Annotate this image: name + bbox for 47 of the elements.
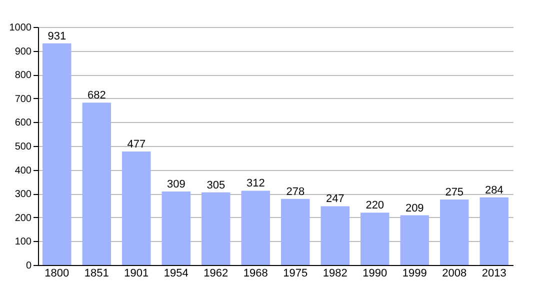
x-tick-label: 1982 xyxy=(322,268,348,280)
x-tick-label: 1800 xyxy=(44,268,70,280)
x-tick-label: 1990 xyxy=(362,268,388,280)
bar xyxy=(360,212,390,265)
y-tick-label: 500 xyxy=(14,142,32,152)
y-tick-label: 1000 xyxy=(9,22,32,34)
bar xyxy=(241,190,270,265)
data-label: 305 xyxy=(206,179,226,192)
y-tick-label: 800 xyxy=(14,70,32,82)
data-label: 220 xyxy=(366,200,384,212)
bar xyxy=(281,198,310,265)
data-label: 247 xyxy=(326,193,344,206)
x-tick-label: 1954 xyxy=(164,268,188,280)
bar xyxy=(202,192,230,265)
y-tick-label: 700 xyxy=(14,94,32,105)
y-tick-label: 400 xyxy=(14,165,32,176)
x-tick-label: 1901 xyxy=(124,268,149,280)
x-tick-label: 1968 xyxy=(243,268,268,280)
y-tick-label: 100 xyxy=(14,236,32,248)
data-label: 931 xyxy=(48,30,66,42)
data-label: 275 xyxy=(445,186,464,199)
bar xyxy=(82,102,111,265)
x-tick-label: 1999 xyxy=(402,268,427,280)
bar xyxy=(440,200,469,265)
x-tick-label: 1851 xyxy=(84,268,109,280)
data-label: 312 xyxy=(246,178,265,190)
y-tick-label: 600 xyxy=(14,118,32,129)
x-tick-label: 2013 xyxy=(482,268,506,280)
x-tick-label: 1975 xyxy=(283,268,308,280)
x-tick-label: 1962 xyxy=(204,268,228,280)
y-tick-label: 200 xyxy=(14,212,32,224)
bar xyxy=(320,206,350,265)
data-label: 284 xyxy=(484,184,504,196)
data-label: 309 xyxy=(166,178,186,190)
y-tick-label: 300 xyxy=(14,189,32,200)
data-label: 278 xyxy=(286,186,305,198)
bar xyxy=(400,215,429,265)
bar xyxy=(122,151,151,265)
bar xyxy=(162,191,190,265)
data-label: 209 xyxy=(405,202,424,214)
data-label: 682 xyxy=(87,90,106,102)
y-tick-label: 900 xyxy=(14,46,32,58)
x-tick-label: 2008 xyxy=(442,268,467,280)
bar xyxy=(42,43,72,265)
data-label: 477 xyxy=(127,138,146,150)
y-tick-label: 0 xyxy=(26,260,32,272)
bar xyxy=(480,197,508,265)
